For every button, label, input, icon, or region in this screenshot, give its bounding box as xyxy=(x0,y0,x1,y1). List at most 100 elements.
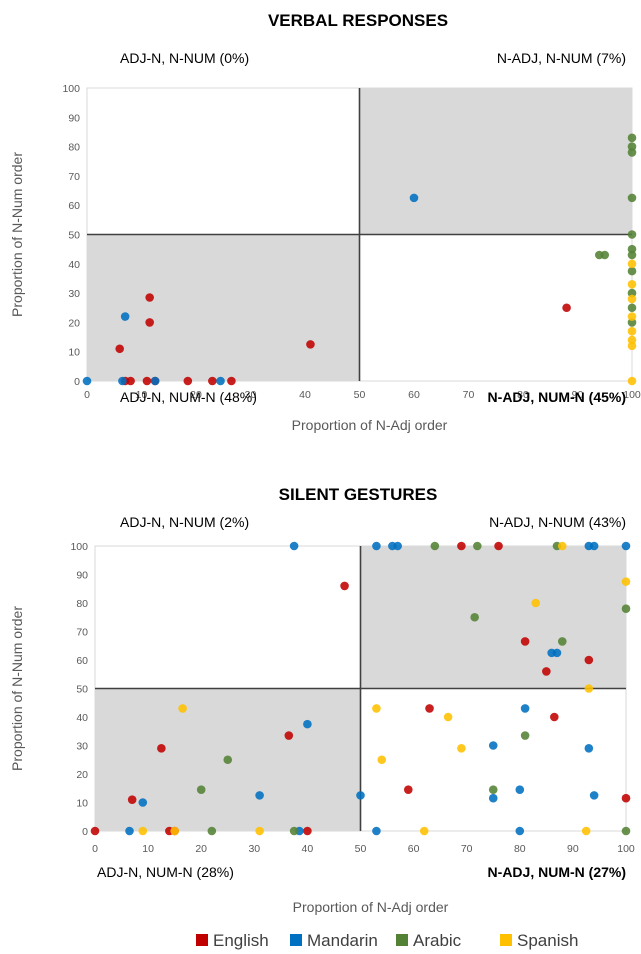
x-tick-label: 30 xyxy=(248,843,260,855)
point-spanish xyxy=(584,684,594,693)
x-tick-label: 90 xyxy=(572,389,584,401)
point-english xyxy=(584,655,594,665)
y-tick-label: 50 xyxy=(68,230,80,242)
point-spanish xyxy=(627,341,637,351)
quadrant-label-bottom-left: ADJ-N, NUM-N (28%) xyxy=(97,864,234,880)
y-tick-label: 20 xyxy=(76,769,88,781)
point-mandarin xyxy=(584,744,594,753)
point-arabic xyxy=(621,826,631,836)
point-spanish xyxy=(443,712,453,722)
y-tick-label: 80 xyxy=(68,142,80,154)
point-spanish xyxy=(377,755,387,765)
shaded-quadrant-top-right xyxy=(360,546,626,689)
point-arabic xyxy=(223,755,233,765)
point-arabic xyxy=(488,785,498,794)
point-arabic xyxy=(430,541,440,551)
point-mandarin xyxy=(255,791,264,800)
quadrant-label-top-left: ADJ-N, N-NUM (2%) xyxy=(120,514,249,530)
legend-swatch-english xyxy=(196,934,208,946)
point-mandarin xyxy=(289,541,299,551)
y-tick-label: 90 xyxy=(68,112,80,124)
point-english xyxy=(208,376,217,386)
quadrant-label-bottom-left: ADJ-N, NUM-N (48%) xyxy=(120,389,257,405)
y-tick-label: 40 xyxy=(76,712,88,724)
point-spanish xyxy=(627,280,637,289)
legend-swatch-mandarin xyxy=(290,934,302,946)
quadrant-label-top-right: N-ADJ, N-NUM (43%) xyxy=(489,514,626,530)
point-english xyxy=(142,376,152,386)
point-arabic xyxy=(470,612,479,622)
x-tick-label: 40 xyxy=(302,843,314,855)
point-english xyxy=(284,731,294,740)
point-english xyxy=(115,344,124,354)
chart-title: SILENT GESTURES xyxy=(279,485,438,504)
y-axis-label: Proportion of N-Num order xyxy=(9,606,25,771)
point-spanish xyxy=(457,744,466,753)
legend-swatch-spanish xyxy=(500,934,512,946)
point-spanish xyxy=(627,259,637,269)
x-tick-label: 100 xyxy=(617,843,635,855)
y-tick-label: 40 xyxy=(68,259,80,271)
chart-title: VERBAL RESPONSES xyxy=(268,11,448,30)
x-tick-label: 10 xyxy=(142,843,154,855)
y-tick-label: 10 xyxy=(76,798,88,810)
point-english xyxy=(127,795,137,804)
x-tick-label: 70 xyxy=(461,843,473,855)
point-arabic xyxy=(627,303,637,313)
point-mandarin xyxy=(520,704,530,713)
quadrant-label-bottom-right: N-ADJ, NUM-N (27%) xyxy=(488,864,626,880)
point-arabic xyxy=(621,604,631,613)
x-tick-label: 60 xyxy=(408,843,420,855)
point-english xyxy=(145,293,154,302)
point-spanish xyxy=(255,826,264,836)
x-tick-label: 60 xyxy=(408,389,420,401)
silent-gestures-chart: 0 10 20 30 40 50 60 70 80 90 100 0 10 20 30 40 50 60 70 80 9… xyxy=(9,485,635,915)
point-arabic xyxy=(289,826,299,836)
y-tick-label: 70 xyxy=(68,171,80,183)
x-tick-label: 50 xyxy=(355,843,367,855)
y-tick-label: 60 xyxy=(76,655,88,667)
x-tick-label: 10 xyxy=(136,389,148,401)
point-arabic xyxy=(627,133,637,143)
point-mandarin xyxy=(120,312,130,321)
y-tick-label: 100 xyxy=(62,83,80,95)
point-spanish xyxy=(178,704,187,713)
point-english xyxy=(542,667,551,676)
point-english xyxy=(562,303,571,313)
y-tick-label: 20 xyxy=(68,317,80,329)
shaded-quadrant-bottom-left xyxy=(87,234,360,381)
x-tick-label: 20 xyxy=(195,843,207,855)
point-mandarin xyxy=(303,719,312,729)
point-english xyxy=(227,376,236,386)
y-tick-label: 0 xyxy=(74,376,80,388)
x-tick-label: 40 xyxy=(299,389,311,401)
point-arabic xyxy=(196,785,206,794)
point-english xyxy=(145,318,154,327)
point-english xyxy=(621,793,631,803)
x-axis-label: Proportion of N-Adj order xyxy=(292,417,448,433)
point-english xyxy=(126,376,135,386)
y-tick-label: 50 xyxy=(76,684,88,696)
point-spanish xyxy=(627,312,637,321)
point-mandarin xyxy=(488,741,498,750)
y-tick-label: 30 xyxy=(68,288,80,300)
point-mandarin xyxy=(393,541,402,551)
point-mandarin xyxy=(82,376,92,386)
x-tick-label: 0 xyxy=(92,843,98,855)
x-tick-label: 90 xyxy=(567,843,579,855)
point-mandarin xyxy=(552,648,562,658)
point-spanish xyxy=(557,541,567,551)
point-english xyxy=(550,712,559,722)
point-arabic xyxy=(557,637,567,646)
point-mandarin xyxy=(150,376,160,386)
x-tick-label: 80 xyxy=(514,843,526,855)
quadrant-label-top-right: N-ADJ, N-NUM (7%) xyxy=(497,50,626,66)
legend-swatch-arabic xyxy=(396,934,408,946)
y-tick-label: 0 xyxy=(82,826,88,838)
legend-label-spanish: Spanish xyxy=(517,931,578,950)
y-tick-label: 100 xyxy=(70,541,88,553)
point-mandarin xyxy=(409,193,419,203)
point-mandarin xyxy=(356,791,365,800)
point-english xyxy=(457,541,466,551)
point-arabic xyxy=(627,193,637,203)
